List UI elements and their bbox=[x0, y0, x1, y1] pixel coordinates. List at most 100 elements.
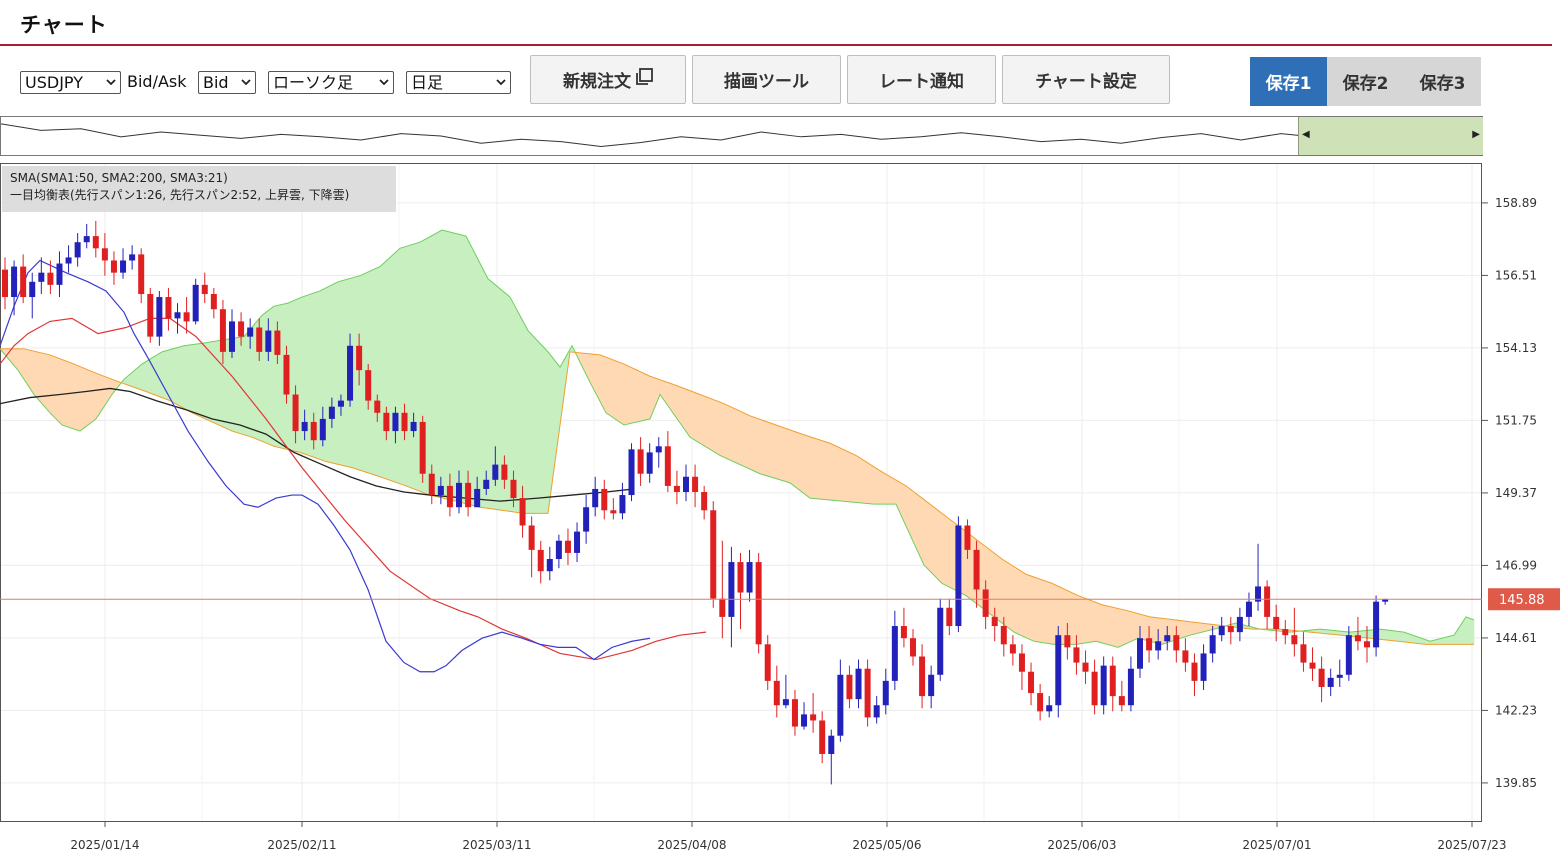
candle-body bbox=[755, 562, 762, 645]
candle-body bbox=[501, 464, 508, 480]
price-type-select-value: Bid bbox=[203, 73, 229, 92]
price-type-select[interactable]: Bid bbox=[198, 71, 256, 94]
rate-alert-label: レート通知 bbox=[879, 72, 964, 92]
candle-body bbox=[900, 626, 907, 639]
candle-body bbox=[710, 510, 717, 599]
candle-body bbox=[120, 260, 127, 273]
candle-body bbox=[546, 559, 553, 572]
scroll-left-icon[interactable]: ◀ bbox=[1302, 129, 1310, 140]
candle-body bbox=[147, 293, 154, 337]
rate-alert-button[interactable]: レート通知 bbox=[847, 55, 996, 104]
candle-body bbox=[1227, 626, 1234, 633]
candle-body bbox=[1173, 635, 1180, 651]
candle-body bbox=[801, 714, 808, 727]
chart-type-select[interactable]: ローソク足 bbox=[268, 71, 394, 94]
candle-body bbox=[474, 488, 481, 508]
candle-body bbox=[673, 485, 680, 492]
chart-type-select-value: ローソク足 bbox=[273, 73, 354, 92]
candle-body bbox=[1354, 635, 1361, 642]
ichimoku-span-b-line bbox=[0, 348, 1474, 645]
candle-body bbox=[365, 370, 372, 401]
scroll-right-icon[interactable]: ▶ bbox=[1472, 129, 1480, 140]
y-tick-label: 146.99 bbox=[1495, 558, 1537, 572]
candle-body bbox=[83, 236, 90, 243]
timeframe-select[interactable]: 日足 bbox=[406, 71, 511, 94]
candle-body bbox=[11, 266, 18, 298]
candle-body bbox=[47, 272, 54, 285]
chart-settings-button[interactable]: チャート設定 bbox=[1002, 55, 1170, 104]
new-order-label: 新規注文 bbox=[563, 72, 631, 92]
candle-body bbox=[1055, 635, 1062, 706]
candle-body bbox=[592, 488, 599, 508]
candle-body bbox=[919, 656, 926, 697]
price-type-label: Bid/Ask bbox=[127, 72, 187, 91]
y-tick-label: 149.37 bbox=[1495, 486, 1537, 500]
current-price-label: 145.88 bbox=[1499, 593, 1545, 608]
candle-body bbox=[891, 626, 898, 681]
y-tick-label: 151.75 bbox=[1495, 413, 1537, 427]
drawing-tools-button[interactable]: 描画ツール bbox=[692, 55, 841, 104]
candle-body bbox=[910, 638, 916, 657]
candle-body bbox=[319, 418, 326, 441]
chart-navigator[interactable]: ◀ ▶ bbox=[0, 116, 1483, 156]
candle-body bbox=[1046, 705, 1053, 712]
candle-body bbox=[56, 263, 63, 285]
y-tick-label: 158.89 bbox=[1495, 196, 1537, 210]
candle-body bbox=[347, 345, 354, 401]
candle-body bbox=[828, 735, 835, 754]
candle-body bbox=[655, 446, 662, 453]
candle-body bbox=[692, 476, 699, 492]
save-slot-1-button[interactable]: 保存1 bbox=[1250, 57, 1327, 106]
candle-body bbox=[1000, 626, 1007, 645]
candle-body bbox=[210, 293, 217, 310]
candle-body bbox=[837, 674, 844, 736]
candle-body bbox=[183, 312, 190, 322]
candle-body bbox=[937, 607, 944, 675]
candle-body bbox=[1245, 601, 1252, 617]
candle-body bbox=[1364, 641, 1370, 648]
candle-body bbox=[1300, 644, 1307, 663]
candle-body bbox=[955, 525, 962, 627]
candle-body bbox=[1127, 668, 1134, 706]
price-chart[interactable]: 158.89 156.51 154.13 151.75 149.37 146.99 144.… bbox=[0, 160, 1566, 864]
chevron-down-icon bbox=[379, 76, 389, 88]
y-tick-label: 139.85 bbox=[1495, 776, 1537, 790]
candle-body bbox=[328, 406, 335, 419]
navigator-range-window[interactable]: ◀ ▶ bbox=[1298, 117, 1483, 155]
save-slot-2-button[interactable]: 保存2 bbox=[1327, 57, 1404, 106]
candle-body bbox=[1373, 601, 1380, 648]
candle-body bbox=[1028, 671, 1035, 694]
candle-body bbox=[192, 284, 199, 322]
indicator-legend: SMA(SMA1:50, SMA2:200, SMA3:21) 一目均衡表(先行… bbox=[2, 166, 396, 212]
candle-body bbox=[637, 449, 644, 474]
candle-body bbox=[746, 562, 753, 593]
new-order-button[interactable]: 新規注文 bbox=[530, 55, 686, 104]
candle-body bbox=[2, 269, 8, 298]
candle-body bbox=[991, 616, 998, 627]
candle-body bbox=[846, 674, 853, 700]
drawing-tools-label: 描画ツール bbox=[724, 72, 809, 92]
navigator-price-line bbox=[1, 123, 1468, 148]
candle-body bbox=[229, 321, 235, 352]
chart-settings-label: チャート設定 bbox=[1035, 72, 1137, 92]
candlestick-chart[interactable]: 158.89 156.51 154.13 151.75 149.37 146.99 144.… bbox=[0, 160, 1566, 864]
y-tick-label: 156.51 bbox=[1495, 268, 1537, 282]
symbol-select[interactable]: USDJPY bbox=[20, 71, 121, 94]
page-header: チャート bbox=[0, 0, 1552, 46]
candle-body bbox=[374, 400, 381, 413]
candle-body bbox=[1218, 626, 1225, 636]
candle-body bbox=[664, 446, 671, 486]
candle-body bbox=[1327, 677, 1334, 687]
timeframe-select-value: 日足 bbox=[411, 73, 444, 92]
candle-body bbox=[156, 297, 163, 337]
save-slot-3-button[interactable]: 保存3 bbox=[1404, 57, 1481, 106]
candle-body bbox=[29, 281, 36, 298]
candle-body bbox=[1255, 586, 1262, 602]
candle-body bbox=[1336, 674, 1343, 678]
candle-body bbox=[1191, 662, 1198, 681]
new-window-icon bbox=[635, 68, 653, 91]
x-tick-label: 2025/04/08 bbox=[657, 838, 726, 852]
legend-sma: SMA(SMA1:50, SMA2:200, SMA3:21) bbox=[10, 171, 228, 185]
legend-ichimoku: 一目均衡表(先行スパン1:26, 先行スパン2:52, 上昇雲, 下降雲) bbox=[10, 188, 350, 202]
candle-body bbox=[165, 297, 172, 319]
